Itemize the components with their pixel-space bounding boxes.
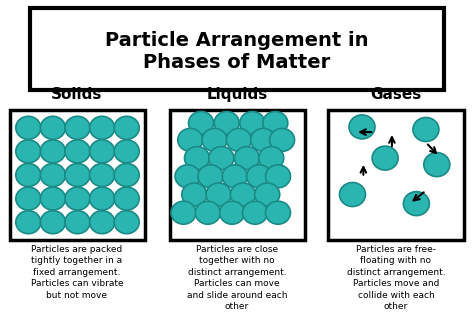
Text: Particles are free-
floating with no
distinct arrangement.
Particles move and
co: Particles are free- floating with no dis…	[346, 245, 445, 311]
Ellipse shape	[235, 147, 259, 170]
Ellipse shape	[114, 163, 139, 187]
Ellipse shape	[65, 116, 90, 139]
Text: Liquids: Liquids	[206, 87, 268, 102]
Ellipse shape	[246, 165, 272, 188]
Text: Particle Arrangement in: Particle Arrangement in	[105, 31, 369, 51]
Ellipse shape	[184, 147, 210, 170]
Ellipse shape	[263, 112, 288, 134]
Ellipse shape	[219, 201, 245, 224]
Ellipse shape	[240, 112, 265, 134]
Ellipse shape	[251, 128, 276, 151]
Ellipse shape	[222, 165, 247, 188]
Text: Particles are packed
tightly together in a
fixed arrangement.
Particles can vibr: Particles are packed tightly together in…	[31, 245, 123, 300]
Ellipse shape	[265, 201, 291, 224]
Ellipse shape	[114, 187, 139, 210]
Ellipse shape	[270, 128, 294, 151]
Ellipse shape	[90, 163, 115, 187]
Ellipse shape	[65, 163, 90, 187]
Ellipse shape	[40, 187, 65, 210]
Bar	[10, 110, 145, 240]
Ellipse shape	[195, 201, 220, 224]
Ellipse shape	[114, 211, 139, 234]
Ellipse shape	[171, 201, 196, 224]
Ellipse shape	[202, 128, 227, 151]
Ellipse shape	[182, 183, 207, 206]
Ellipse shape	[424, 153, 450, 177]
Ellipse shape	[90, 116, 115, 139]
Ellipse shape	[16, 140, 41, 163]
Ellipse shape	[40, 140, 65, 163]
Text: Phases of Matter: Phases of Matter	[143, 54, 331, 72]
Ellipse shape	[206, 183, 231, 206]
Text: Solids: Solids	[51, 87, 103, 102]
Ellipse shape	[16, 116, 41, 139]
Text: Gases: Gases	[370, 87, 422, 102]
Ellipse shape	[40, 116, 65, 139]
Ellipse shape	[189, 112, 214, 134]
Ellipse shape	[413, 118, 439, 141]
Ellipse shape	[259, 147, 284, 170]
Ellipse shape	[65, 140, 90, 163]
Bar	[170, 110, 305, 240]
Ellipse shape	[90, 211, 115, 234]
Bar	[328, 110, 464, 240]
Ellipse shape	[255, 183, 280, 206]
Ellipse shape	[198, 165, 223, 188]
Text: Particles are close
together with no
distinct arrangement.
Particles can move
an: Particles are close together with no dis…	[187, 245, 287, 311]
Ellipse shape	[114, 140, 139, 163]
Ellipse shape	[403, 192, 429, 216]
Ellipse shape	[90, 140, 115, 163]
Ellipse shape	[175, 165, 200, 188]
Ellipse shape	[65, 211, 90, 234]
Bar	[30, 8, 444, 90]
Ellipse shape	[16, 211, 41, 234]
Ellipse shape	[214, 112, 239, 134]
Ellipse shape	[178, 128, 203, 151]
Ellipse shape	[265, 165, 291, 188]
Ellipse shape	[65, 187, 90, 210]
Ellipse shape	[40, 211, 65, 234]
Ellipse shape	[90, 187, 115, 210]
Ellipse shape	[372, 146, 398, 170]
Ellipse shape	[243, 201, 267, 224]
Ellipse shape	[40, 163, 65, 187]
Ellipse shape	[114, 116, 139, 139]
Ellipse shape	[349, 115, 375, 139]
Ellipse shape	[209, 147, 234, 170]
Ellipse shape	[227, 128, 251, 151]
Ellipse shape	[339, 183, 365, 206]
Ellipse shape	[230, 183, 255, 206]
Ellipse shape	[16, 163, 41, 187]
Ellipse shape	[16, 187, 41, 210]
